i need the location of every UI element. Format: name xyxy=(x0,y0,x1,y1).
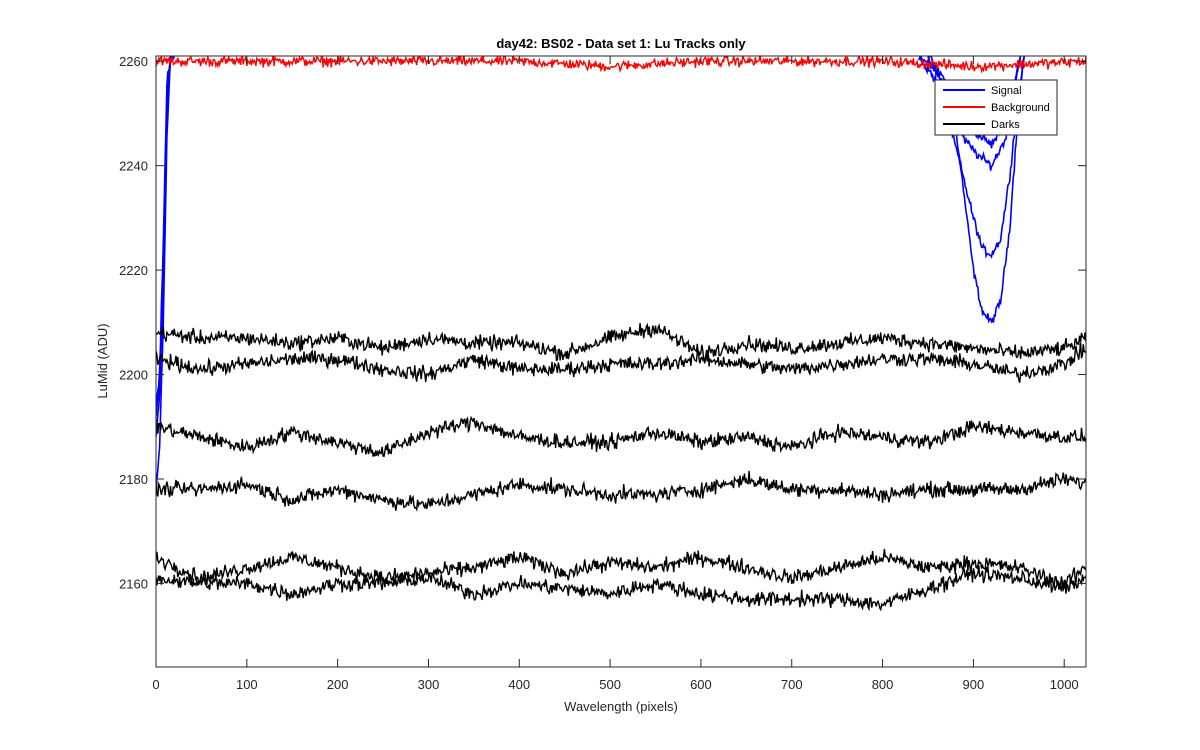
legend: Signal Background Darks xyxy=(934,79,1058,136)
y-tick-label-2260: 2260 xyxy=(119,54,148,69)
legend-label-background: Background xyxy=(991,102,1050,114)
x-tick-label-700: 700 xyxy=(781,677,803,692)
x-tick-label-1000: 1000 xyxy=(1050,677,1079,692)
series-line-darks-6 xyxy=(156,322,1086,362)
x-tick-label-900: 900 xyxy=(963,677,985,692)
legend-label-darks: Darks xyxy=(991,119,1020,131)
y-tick-label-2240: 2240 xyxy=(119,159,148,174)
series-line-background-5 xyxy=(156,56,1086,74)
x-tick-label-600: 600 xyxy=(690,677,712,692)
series-line-darks-11 xyxy=(156,565,1086,612)
y-axis-label: LuMid (ADU) xyxy=(95,323,110,398)
ticks-layer: 0 100 200 300 400 500 600 700 800 900 1000 2160 2180… xyxy=(119,54,1086,692)
series-line-signal-4-seg1 xyxy=(156,56,175,416)
chart-title: day42: BS02 - Data set 1: Lu Tracks only xyxy=(496,36,746,51)
plot-background xyxy=(156,56,1086,667)
plot-frame xyxy=(155,55,1087,668)
x-tick-label-200: 200 xyxy=(327,677,349,692)
x-tick-label-800: 800 xyxy=(872,677,894,692)
x-axis-label: Wavelength (pixels) xyxy=(564,699,678,714)
series-line-darks-9 xyxy=(156,470,1086,512)
x-tick-label-300: 300 xyxy=(418,677,440,692)
series-line-darks-7 xyxy=(156,342,1086,383)
series-line-darks-8 xyxy=(156,415,1086,458)
y-tick-label-2160: 2160 xyxy=(119,576,148,591)
x-tick-label-0: 0 xyxy=(152,677,159,692)
y-tick-label-2220: 2220 xyxy=(119,263,148,278)
x-tick-label-500: 500 xyxy=(599,677,621,692)
y-tick-label-2200: 2200 xyxy=(119,368,148,383)
y-tick-label-2180: 2180 xyxy=(119,472,148,487)
x-tick-label-400: 400 xyxy=(508,677,530,692)
x-tick-label-100: 100 xyxy=(236,677,258,692)
series-line-darks-10 xyxy=(156,548,1086,590)
legend-label-signal: Signal xyxy=(991,85,1022,97)
